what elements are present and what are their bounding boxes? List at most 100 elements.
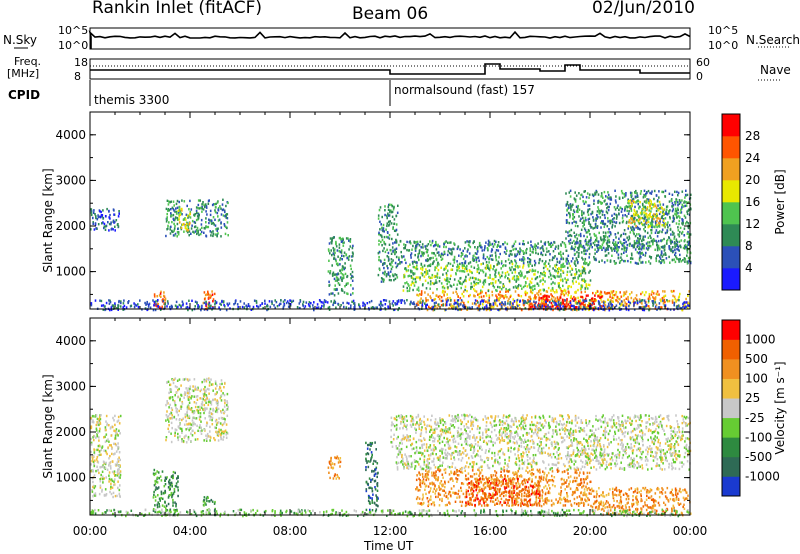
echo-cell	[502, 283, 505, 286]
echo-cell	[90, 209, 93, 213]
echo-cell	[526, 271, 528, 274]
echo-cell	[566, 262, 568, 265]
echo-cell	[470, 285, 472, 289]
echo-cell	[329, 270, 332, 273]
echo-cell	[199, 389, 202, 393]
echo-cell	[531, 277, 533, 281]
echo-cell	[523, 299, 525, 303]
echo-cell	[389, 203, 391, 206]
echo-cell	[261, 302, 263, 305]
echo-cell	[199, 415, 202, 418]
echo-cell	[187, 308, 189, 312]
echo-cell	[633, 304, 635, 307]
echo-cell	[223, 393, 226, 397]
echo-cell	[331, 272, 334, 276]
echo-cell	[494, 299, 496, 302]
echo-cell	[592, 219, 595, 222]
echo-cell	[290, 299, 292, 303]
echo-cell	[219, 396, 222, 400]
echo-cell	[666, 223, 668, 227]
echo-cell	[209, 436, 212, 439]
echo-cell	[643, 214, 646, 217]
echo-cell	[483, 279, 485, 282]
echo-cell	[114, 304, 116, 307]
echo-cell	[381, 304, 384, 307]
echo-cell	[419, 276, 421, 279]
echo-cell	[205, 304, 207, 307]
echo-cell	[643, 211, 645, 214]
echo-cell	[560, 288, 562, 291]
echo-cell	[490, 308, 492, 311]
echo-cell	[98, 436, 100, 439]
echo-cell	[114, 442, 117, 446]
echo-cell	[182, 417, 184, 420]
echo-cell	[273, 304, 275, 307]
echo-cell	[169, 403, 171, 407]
echo-cell	[578, 234, 580, 237]
echo-cell	[110, 221, 112, 224]
echo-cell	[574, 252, 576, 256]
echo-cell	[654, 298, 656, 301]
echo-cell	[656, 219, 658, 223]
echo-cell	[513, 242, 516, 246]
echo-cell	[596, 210, 599, 213]
echo-cell	[93, 474, 96, 477]
echo-cell	[635, 226, 637, 229]
echo-cell	[622, 294, 625, 297]
echo-cell	[549, 305, 551, 309]
echo-cell	[387, 212, 389, 215]
echo-cell	[584, 306, 587, 309]
echo-cell	[99, 210, 101, 213]
echo-cell	[234, 301, 237, 305]
echo-cell	[237, 305, 239, 309]
echo-cell	[174, 224, 176, 228]
echo-cell	[178, 409, 180, 413]
echo-cell	[432, 256, 434, 260]
echo-cell	[660, 299, 662, 303]
echo-cell	[623, 229, 626, 232]
echo-cell	[631, 229, 634, 232]
echo-cell	[323, 303, 325, 306]
echo-cell	[534, 287, 536, 290]
echo-cell	[183, 200, 186, 203]
echo-cell	[557, 282, 560, 285]
echo-cell	[420, 292, 423, 295]
echo-cell	[515, 254, 517, 258]
echo-cell	[649, 297, 651, 300]
echo-cell	[647, 299, 650, 303]
echo-cell	[638, 259, 641, 262]
echo-cell	[90, 470, 92, 473]
echo-cell	[92, 211, 95, 214]
echo-cell	[92, 415, 94, 418]
echo-cell	[299, 300, 302, 303]
echo-cell	[584, 190, 586, 193]
echo-cell	[387, 251, 390, 255]
echo-cell	[165, 436, 168, 439]
echo-cell	[684, 239, 686, 242]
echo-cell	[164, 297, 167, 300]
echo-cell	[200, 230, 203, 234]
echo-cell	[424, 245, 426, 248]
echo-cell	[174, 434, 176, 437]
echo-cell	[577, 225, 579, 228]
echo-cell	[247, 304, 250, 307]
echo-cell	[619, 206, 622, 210]
echo-cell	[425, 305, 427, 308]
echo-cell	[655, 216, 657, 219]
echo-cell	[511, 306, 514, 309]
echo-cell	[146, 300, 148, 304]
echo-cell	[218, 388, 220, 391]
echo-cell	[586, 210, 589, 214]
echo-cell	[377, 214, 380, 217]
echo-cell	[226, 217, 229, 220]
echo-cell	[195, 209, 198, 212]
echo-cell	[475, 283, 478, 286]
echo-cell	[97, 418, 100, 421]
echo-cell	[100, 210, 102, 214]
echo-cell	[508, 278, 511, 281]
echo-cell	[186, 406, 189, 410]
echo-cell	[687, 241, 690, 244]
echo-cell	[349, 238, 352, 241]
echo-cell	[646, 218, 649, 221]
echo-cell	[581, 221, 584, 224]
